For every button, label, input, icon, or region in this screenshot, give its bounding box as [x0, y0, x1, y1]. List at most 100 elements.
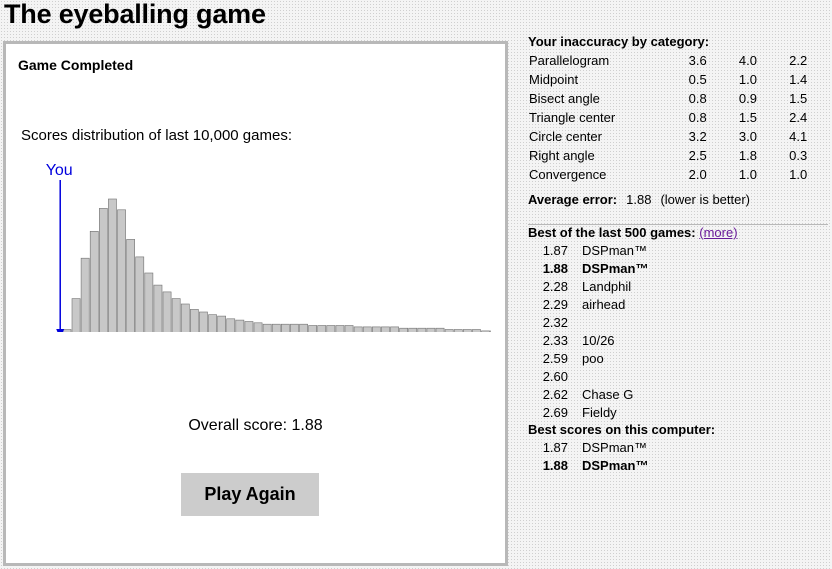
you-marker-label: You — [46, 162, 73, 179]
more-link[interactable]: (more) — [699, 225, 738, 240]
histogram-bar — [435, 327, 445, 332]
game-panel: Game Completed Scores distribution of la… — [3, 41, 508, 566]
category-value: 3.0 — [738, 129, 757, 144]
histogram-bar — [390, 326, 399, 332]
category-value: 2.0 — [688, 167, 707, 182]
histogram-bar — [235, 319, 245, 332]
player-name: DSPman™ — [582, 261, 649, 276]
histogram-bar — [417, 327, 427, 332]
histogram-bar — [80, 257, 90, 332]
score-entry: 2.62 Chase G — [528, 386, 828, 404]
histogram-bar — [99, 208, 108, 332]
category-value: 4.1 — [789, 129, 808, 144]
category-value: 1.5 — [789, 91, 808, 106]
category-value: 1.8 — [738, 148, 757, 163]
inaccuracy-table: Parallelogram 3.6 4.0 2.2 Midpoint 0.5 1.0 1.4 B… — [529, 51, 828, 184]
player-name: DSPman™ — [582, 243, 648, 258]
histogram-bar — [299, 323, 308, 332]
histogram-bar — [308, 325, 318, 332]
histogram-bar — [381, 326, 390, 332]
stats-sidebar: Your inaccuracy by category: Parallelogr… — [528, 34, 828, 475]
average-error-label: Average error: — [528, 192, 618, 207]
category-value: 0.9 — [738, 91, 757, 106]
player-name: poo — [582, 351, 604, 366]
histogram-bar — [317, 325, 327, 332]
score-entry: 2.28 Landphil — [528, 278, 828, 296]
score-value: 2.32 — [542, 315, 568, 330]
category-value: 2.4 — [789, 110, 808, 125]
category-name: Circle center — [529, 129, 602, 144]
histogram-bar — [89, 231, 99, 332]
category-name: Midpoint — [529, 72, 579, 87]
category-value: 1.0 — [789, 167, 808, 182]
histogram-bar — [408, 327, 418, 332]
histogram-bar — [371, 326, 381, 332]
histogram-bar — [399, 327, 409, 332]
category-name: Triangle center — [529, 110, 616, 125]
histogram-bar — [208, 314, 217, 332]
histogram-bar — [62, 329, 72, 332]
overall-score: Overall score: 1.88 — [188, 417, 323, 434]
score-value: 2.60 — [542, 369, 568, 384]
histogram-bar — [271, 323, 281, 332]
histogram-bar — [326, 325, 336, 332]
play-again-button[interactable]: Play Again — [181, 473, 319, 516]
histogram-bar — [117, 209, 126, 332]
category-row: Parallelogram 3.6 4.0 2.2 — [529, 51, 828, 70]
score-value: 2.33 — [542, 333, 568, 348]
distribution-title: Scores distribution of last 10,000 games… — [21, 127, 292, 144]
score-value: 1.87 — [542, 243, 568, 258]
category-value: 1.4 — [789, 72, 808, 87]
category-value: 0.3 — [789, 148, 808, 163]
category-row: Convergence 2.0 1.0 1.0 — [529, 165, 828, 184]
score-value: 2.69 — [542, 405, 568, 420]
histogram-bar — [153, 284, 163, 332]
best-last-heading-text: Best of the last 500 games: — [528, 225, 696, 240]
histogram-bar — [444, 329, 454, 332]
score-histogram: 024681012141618202224bestworseYou — [46, 162, 491, 332]
histogram-bar — [226, 318, 236, 332]
you-marker-arrowhead — [56, 329, 65, 332]
average-error-value: 1.88 — [626, 192, 652, 207]
score-entry: 2.59 poo — [528, 350, 828, 368]
histogram-bar — [135, 256, 145, 332]
score-entry: 2.33 10/26 — [528, 332, 828, 350]
histogram-bar — [462, 329, 472, 332]
category-row: Circle center 3.2 3.0 4.1 — [529, 127, 828, 146]
score-entry: 1.88 DSPman™ — [528, 260, 828, 278]
average-error-note: (lower is better) — [660, 192, 751, 207]
category-value: 3.2 — [688, 129, 707, 144]
histogram-bar — [199, 311, 208, 332]
category-value: 4.0 — [738, 53, 757, 68]
category-value: 1.0 — [738, 167, 757, 182]
histogram-bar — [162, 291, 172, 332]
player-name: Landphil — [582, 279, 632, 294]
category-value: 2.5 — [688, 148, 707, 163]
histogram-bar — [472, 329, 481, 332]
histogram-bar — [253, 322, 263, 332]
category-row: Right angle 2.5 1.8 0.3 — [529, 146, 828, 165]
category-value: 0.8 — [688, 91, 707, 106]
histogram-bar — [71, 298, 81, 332]
player-name: Fieldy — [582, 405, 617, 420]
category-name: Parallelogram — [529, 53, 610, 68]
score-value: 1.87 — [542, 440, 568, 455]
histogram-bar — [290, 323, 299, 332]
histogram-bar — [335, 325, 345, 332]
category-name: Convergence — [529, 167, 607, 182]
category-name: Bisect angle — [529, 91, 600, 106]
best-last-heading: Best of the last 500 games: (more) — [528, 225, 828, 240]
player-name: DSPman™ — [582, 440, 648, 455]
score-value: 2.59 — [542, 351, 568, 366]
score-value: 1.88 — [542, 261, 568, 276]
category-value: 1.5 — [738, 110, 757, 125]
game-title: The eyeballing game — [4, 0, 266, 29]
score-entry: 1.87 DSPman™ — [528, 439, 828, 457]
game-status: Game Completed — [18, 57, 134, 73]
histogram-bar — [244, 321, 254, 332]
score-entry: 2.32 — [528, 314, 828, 332]
category-name: Right angle — [529, 148, 595, 163]
category-value: 2.2 — [789, 53, 808, 68]
histogram-bar — [171, 298, 181, 332]
histogram-bar — [144, 272, 154, 332]
